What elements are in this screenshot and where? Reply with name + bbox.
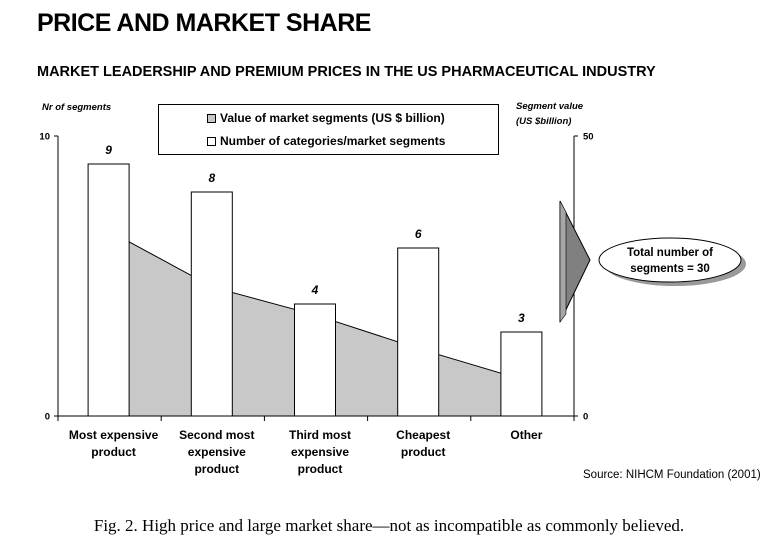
bar	[294, 303, 336, 417]
legend-item-value: Value of market segments (US $ billion)	[207, 111, 445, 125]
callout-text-line-2: segments = 30	[630, 263, 710, 275]
callout-text-line-1: Total number of	[627, 247, 713, 259]
chart-subtitle: MARKET LEADERSHIP AND PREMIUM PRICES IN …	[37, 64, 656, 80]
legend-label-value: Value of market segments (US $ billion)	[220, 111, 445, 125]
bar-data-label: 6	[415, 227, 422, 241]
left-axis-tick-label: 10	[39, 132, 50, 143]
x-axis-category-label: Third most	[289, 428, 351, 442]
x-axis-category-label: expensive	[291, 445, 349, 459]
left-axis-title: Nr of segments	[42, 102, 111, 113]
right-axis-title: Segment value (US $billion)	[516, 99, 583, 129]
bar-data-label: 8	[208, 171, 215, 185]
legend-label-count: Number of categories/market segments	[220, 134, 446, 148]
x-axis-category-label: product	[194, 462, 239, 476]
x-axis-category-label: Cheapest	[396, 428, 450, 442]
right-axis-tick-label: 50	[583, 132, 594, 143]
right-axis-tick-label: 0	[583, 412, 588, 423]
callout-arrow-shade	[559, 200, 567, 323]
x-axis-category-label: Second most	[179, 428, 254, 442]
chart-legend: Value of market segments (US $ billion) …	[158, 104, 499, 155]
x-axis-category-label: Most expensive	[69, 428, 159, 442]
bar-data-label: 4	[311, 283, 319, 297]
callout-bubble	[598, 237, 742, 283]
left-axis-tick-label: 0	[45, 412, 50, 423]
bar	[500, 331, 543, 417]
x-axis-category-label: expensive	[188, 445, 246, 459]
legend-swatch-value	[207, 113, 216, 123]
left-axis-title-line: Nr of segments	[42, 102, 112, 113]
bar-data-label: 3	[518, 311, 525, 325]
x-axis-category-label: Other	[510, 428, 542, 442]
bar-data-label: 9	[105, 143, 112, 157]
right-axis-title-line-1: Segment value	[516, 101, 584, 112]
source-note: Source: NIHCM Foundation (2001)	[583, 469, 761, 481]
x-axis-category-label: product	[298, 462, 343, 476]
bar	[190, 191, 233, 417]
right-axis-title-line-2: (US $billion)	[516, 116, 572, 127]
legend-swatch-count	[207, 136, 216, 146]
x-axis-category-label: product	[91, 445, 136, 459]
x-axis-category-label: product	[401, 445, 446, 459]
bar	[87, 163, 130, 417]
figure-caption: Fig. 2. High price and large market shar…	[93, 516, 685, 535]
legend-item-count: Number of categories/market segments	[207, 134, 445, 148]
bar	[397, 247, 440, 417]
page-title: PRICE AND MARKET SHARE	[37, 9, 371, 37]
